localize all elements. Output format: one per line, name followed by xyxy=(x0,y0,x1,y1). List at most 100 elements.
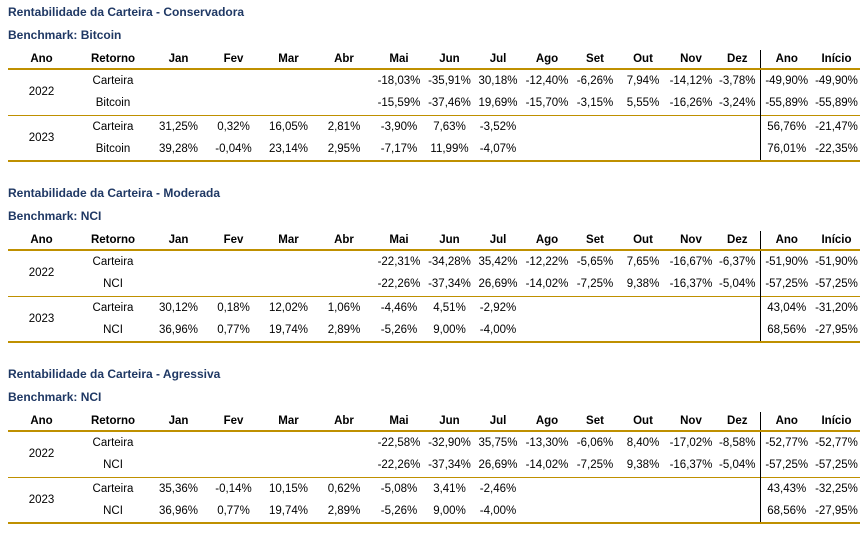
value-cell: -51,90% xyxy=(759,250,813,273)
value-cell: 35,36% xyxy=(151,476,206,500)
value-cell xyxy=(206,92,261,115)
value-cell: 2,89% xyxy=(327,505,361,517)
value-cell: 10,15% xyxy=(261,476,316,500)
value-cell: 19,74% xyxy=(268,324,308,336)
row-label: Bitcoin xyxy=(95,143,131,155)
value-cell: 23,14% xyxy=(268,143,308,155)
value-cell: -14,02% xyxy=(525,459,569,472)
value-cell xyxy=(571,319,619,342)
value-cell: -14,02% xyxy=(525,278,569,291)
column-header-jul: Jul xyxy=(473,412,523,432)
value-cell: -34,28% xyxy=(428,256,471,268)
row-label: Carteira xyxy=(75,295,151,319)
year-cell: 2022 xyxy=(28,267,55,280)
value-cell: 9,00% xyxy=(433,324,466,336)
value-cell xyxy=(151,250,206,273)
year-cell: 2022 xyxy=(28,86,55,99)
value-cell: -51,90% xyxy=(815,256,858,268)
value-cell xyxy=(715,476,760,500)
column-header-fev: Fev xyxy=(206,231,261,251)
value-cell: 9,38% xyxy=(626,278,660,291)
value-cell xyxy=(151,69,206,92)
value-cell xyxy=(523,319,571,342)
column-header-dez: Dez xyxy=(715,50,760,70)
value-cell: 39,28% xyxy=(158,143,198,155)
section-title: Rentabilidade da Carteira - Moderada xyxy=(8,186,221,200)
value-cell xyxy=(261,454,316,477)
column-header-jul: Jul xyxy=(473,50,523,70)
value-cell: -4,46% xyxy=(372,295,426,319)
value-cell: 26,69% xyxy=(478,278,518,291)
value-cell: 43,04% xyxy=(759,295,813,319)
value-cell xyxy=(523,114,571,138)
value-cell xyxy=(523,500,571,523)
value-cell: 0,18% xyxy=(206,295,261,319)
value-cell xyxy=(206,273,261,296)
value-cell: -32,25% xyxy=(813,476,860,500)
value-cell: -4,00% xyxy=(479,324,517,336)
portfolio-returns-report: Rentabilidade da Carteira - Conservadora… xyxy=(8,5,860,524)
column-header-incio: Início xyxy=(813,50,860,70)
value-cell xyxy=(667,500,715,523)
value-cell: -37,34% xyxy=(428,278,471,291)
column-header-retorno: Retorno xyxy=(75,50,151,70)
section-agressiva: Rentabilidade da Carteira - Agressiva Be… xyxy=(8,367,860,524)
value-cell xyxy=(151,431,206,454)
column-header-ago: Ago xyxy=(523,50,571,70)
column-header-jun: Jun xyxy=(426,50,473,70)
value-cell: -57,25% xyxy=(759,273,813,296)
value-cell: -5,04% xyxy=(719,459,756,472)
value-cell xyxy=(206,431,261,454)
value-cell: -3,24% xyxy=(719,97,756,110)
returns-table: Ano Retorno Jan Fev Mar Abr Mai Jun Jul Ago Set Out… xyxy=(8,231,860,343)
column-header-dez: Dez xyxy=(715,231,760,251)
value-cell: -3,52% xyxy=(473,114,523,138)
value-cell: -18,03% xyxy=(377,75,421,87)
value-cell: 0,62% xyxy=(316,476,372,500)
value-cell: 56,76% xyxy=(759,114,813,138)
value-cell: -8,58% xyxy=(719,437,756,449)
value-cell: 43,43% xyxy=(759,476,813,500)
column-header-abr: Abr xyxy=(316,412,372,432)
value-cell: -0,04% xyxy=(215,143,252,155)
value-cell: -22,26% xyxy=(377,278,421,291)
value-cell: -0,14% xyxy=(206,476,261,500)
value-cell: -35,91% xyxy=(428,75,471,87)
value-cell: 7,65% xyxy=(626,256,660,268)
value-cell: 7,63% xyxy=(426,114,473,138)
value-cell: -4,00% xyxy=(479,505,517,517)
value-cell xyxy=(715,295,760,319)
value-cell: -31,20% xyxy=(813,295,860,319)
value-cell xyxy=(667,476,715,500)
value-cell: -22,58% xyxy=(377,437,421,449)
header-row: Ano Retorno Jan Fev Mar Abr Mai Jun Jul Ago Set Out… xyxy=(8,50,860,70)
value-cell: 30,12% xyxy=(151,295,206,319)
column-header-mar: Mar xyxy=(261,50,316,70)
value-cell: 9,00% xyxy=(433,505,466,517)
row-label: NCI xyxy=(103,505,123,517)
value-cell: -16,67% xyxy=(669,256,713,268)
value-cell: -22,26% xyxy=(377,459,421,472)
value-cell: 68,56% xyxy=(759,319,813,342)
value-cell: 0,77% xyxy=(217,505,250,517)
value-cell xyxy=(316,92,372,115)
column-header-ano: Ano xyxy=(8,412,75,432)
value-cell: 2,89% xyxy=(327,324,361,336)
column-header-dez: Dez xyxy=(715,412,760,432)
table-row: Bitcoin 39,28% -0,04% 23,14% 2,95% -7,17% 11,9… xyxy=(8,138,860,161)
value-cell xyxy=(261,92,316,115)
table-row: 2023 Carteira 31,25% 0,32% 16,05% 2,81% -3,90%… xyxy=(8,114,860,161)
value-cell xyxy=(667,319,715,342)
table-row: 2023 Carteira 30,12% 0,18% 12,02% 1,06% -4,46%… xyxy=(8,295,860,342)
row-label: Carteira xyxy=(92,437,134,449)
column-header-jan: Jan xyxy=(151,231,206,251)
table-row: 2022 Carteira -22,58% -32,90% 35,75% -13,30% -… xyxy=(8,431,860,460)
value-cell: -7,25% xyxy=(576,459,614,472)
value-cell: -22,31% xyxy=(377,256,421,268)
column-header-nov: Nov xyxy=(667,50,715,70)
value-cell: -6,06% xyxy=(576,437,614,449)
benchmark-label: Benchmark: NCI xyxy=(8,390,102,404)
column-header-fev: Fev xyxy=(206,412,261,432)
value-cell xyxy=(316,431,372,454)
value-cell: 7,94% xyxy=(626,75,660,87)
